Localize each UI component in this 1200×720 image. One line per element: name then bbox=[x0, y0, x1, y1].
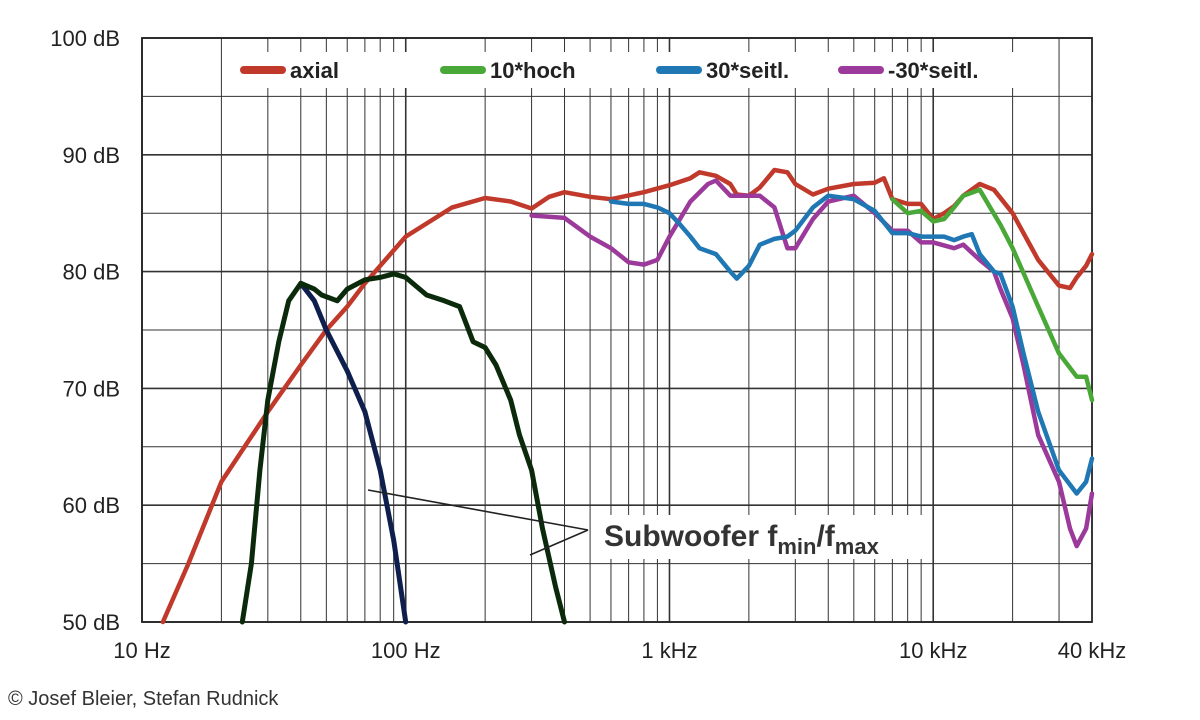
copyright-notice: © Josef Bleier, Stefan Rudnick bbox=[8, 688, 279, 710]
legend-label: axial bbox=[290, 58, 339, 83]
legend-label: 10*hoch bbox=[490, 58, 576, 83]
axes: 100 dB 90 dB 80 dB 70 dB 60 dB 50 dB 10 Hz 100 … bbox=[50, 26, 1126, 663]
x-tick-label: 40 kHz bbox=[1058, 638, 1126, 663]
legend-label: -30*seitl. bbox=[888, 58, 979, 83]
frequency-response-chart: 100 dB 90 dB 80 dB 70 dB 60 dB 50 dB 10 Hz 100 … bbox=[50, 26, 1126, 663]
legend-background bbox=[222, 52, 1042, 88]
series-line-10-hoch bbox=[890, 187, 1095, 403]
y-tick-label: 60 dB bbox=[63, 493, 121, 518]
annotation: Subwoofer fmin/fmax bbox=[367, 489, 928, 559]
y-tick-label: 80 dB bbox=[63, 260, 121, 285]
x-tick-label: 10 kHz bbox=[899, 638, 967, 663]
y-tick-label: 70 dB bbox=[63, 376, 121, 401]
y-tick-label: 100 dB bbox=[50, 26, 120, 51]
annotation-background bbox=[598, 515, 928, 559]
legend: axial 10*hoch 30*seitl. -30*seitl. bbox=[222, 52, 1042, 88]
annotation-pointer bbox=[529, 529, 589, 556]
y-tick-label: 90 dB bbox=[63, 143, 121, 168]
plot-frame bbox=[141, 37, 1093, 623]
y-tick-label: 50 dB bbox=[63, 610, 121, 635]
legend-label: 30*seitl. bbox=[706, 58, 789, 83]
x-tick-label: 10 Hz bbox=[113, 638, 170, 663]
x-tick-label: 100 Hz bbox=[371, 638, 441, 663]
series-line-30-seitl- bbox=[608, 193, 1095, 496]
series-line-subwoofer-f-min bbox=[298, 280, 409, 625]
annotation-pointer bbox=[367, 489, 589, 531]
x-tick-label: 1 kHz bbox=[641, 638, 697, 663]
series-layer bbox=[160, 167, 1095, 625]
series-line-subwoofer-f-max bbox=[239, 271, 567, 625]
annotation-label: Subwoofer fmin/fmax bbox=[604, 520, 880, 559]
